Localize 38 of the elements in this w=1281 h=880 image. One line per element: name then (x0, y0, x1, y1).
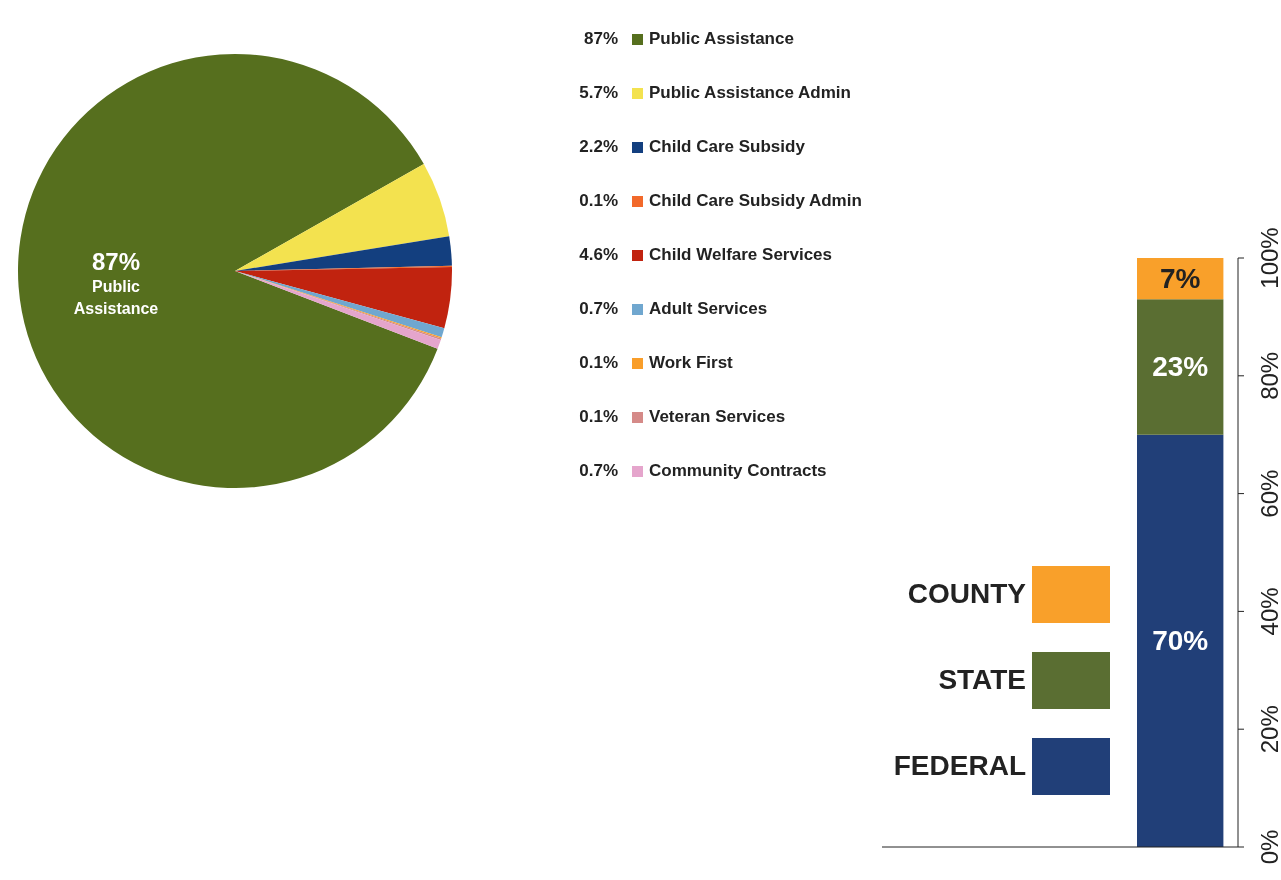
text: 87% (583, 29, 618, 48)
bar (1137, 299, 1224, 435)
pie-slice (235, 236, 452, 271)
legend-label: Veteran Services (649, 407, 786, 427)
pie-slice (235, 267, 452, 329)
y-tick-label: 20% (1255, 705, 1281, 754)
data-label: 0.7% (578, 299, 618, 319)
pie-slice (18, 54, 438, 488)
data-label: 4.6% (578, 245, 618, 265)
data-label: 2.2% (578, 137, 618, 157)
y-tick-label: 100% (1255, 227, 1281, 289)
data-label: 0.1% (578, 407, 618, 427)
legend-label: Work First (649, 353, 733, 373)
data-label: 70% (1152, 625, 1209, 657)
data-label: 23% (1152, 351, 1209, 383)
legend-label: Adult Services (649, 299, 768, 319)
legend-label: STATE (938, 664, 1026, 696)
data-label: 5.7% (578, 83, 618, 103)
legend-label: Public Assistance Admin (649, 83, 851, 103)
legend-label: Child Welfare Services (649, 245, 832, 265)
legend-label: COUNTY (907, 578, 1026, 610)
slice-label: Public Assistance (73, 277, 159, 317)
legend-label: Child Care Subsidy (649, 137, 805, 157)
data-label: 0.1% (578, 191, 618, 211)
data-label: 87% (91, 247, 140, 275)
data-label: 0.1% (578, 353, 618, 373)
legend-label: FEDERAL (893, 750, 1026, 782)
data-label: 0.7% (578, 461, 618, 481)
y-tick-label: 40% (1255, 587, 1281, 636)
pie-slice (235, 164, 450, 271)
y-tick-label: 0% (1255, 829, 1281, 865)
y-tick-label: 60% (1255, 469, 1281, 518)
legend-label: Public Assistance (649, 29, 794, 49)
legend-label: Child Care Subsidy Admin (649, 191, 862, 211)
data-label: 7% (1159, 263, 1201, 295)
y-tick-label: 80% (1255, 351, 1281, 400)
legend-label: Community Contracts (649, 461, 827, 481)
bar (1137, 434, 1224, 847)
